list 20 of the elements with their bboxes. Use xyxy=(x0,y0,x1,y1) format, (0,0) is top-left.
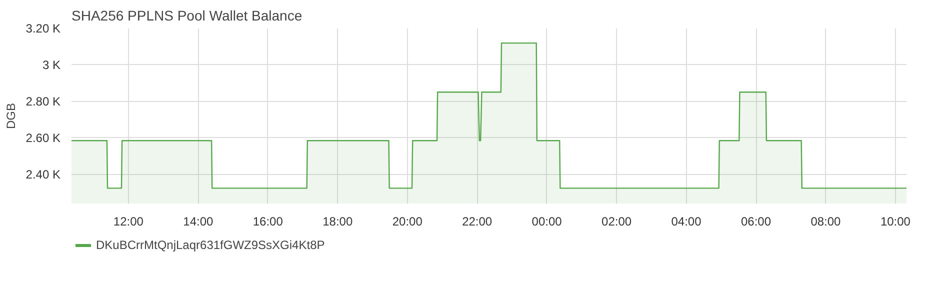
x-tick-label: 04:00 xyxy=(671,214,702,228)
legend-label: DKuBCrrMtQnjLaqr631fGWZ9SsXGi4Kt8P xyxy=(96,238,325,252)
x-tick-label: 20:00 xyxy=(392,214,423,228)
x-tick-label: 08:00 xyxy=(810,214,842,228)
y-tick-label: 3.20 K xyxy=(26,22,61,36)
x-tick-label: 12:00 xyxy=(113,214,144,228)
x-tick-label: 16:00 xyxy=(252,214,284,228)
y-tick-label: 2.60 K xyxy=(26,130,61,145)
x-tick-label: 14:00 xyxy=(183,214,214,228)
x-tick-label: 06:00 xyxy=(740,214,772,228)
y-tick-label: 2.80 K xyxy=(26,94,61,108)
y-tick-label: 2.40 K xyxy=(26,167,61,182)
chart-title: SHA256 PPLNS Pool Wallet Balance xyxy=(72,8,302,24)
x-tick-label: 02:00 xyxy=(602,214,632,228)
x-tick-label: 22:00 xyxy=(462,214,492,228)
x-tick-label: 00:00 xyxy=(532,214,562,228)
y-tick-label: 3 K xyxy=(42,58,61,72)
x-tick-label: 10:00 xyxy=(880,214,911,228)
y-axis-title: DGB xyxy=(4,102,18,129)
x-tick-label: 18:00 xyxy=(322,214,353,228)
